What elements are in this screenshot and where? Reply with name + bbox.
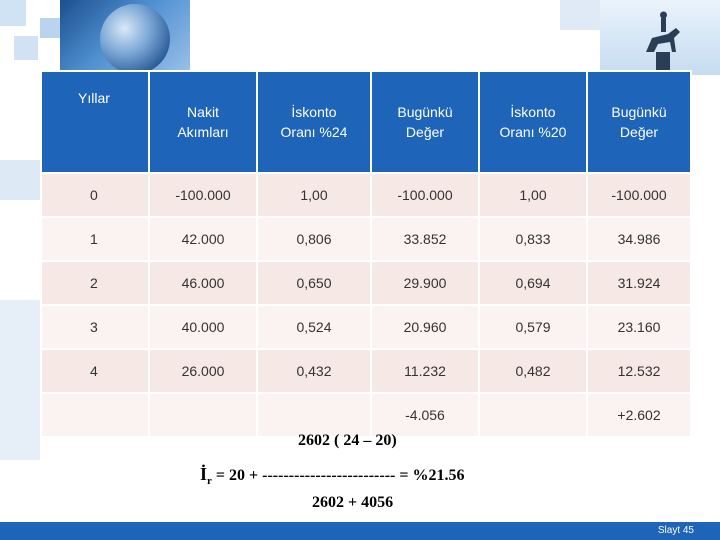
- formula-denominator: 2602 + 4056: [312, 494, 394, 511]
- table-cell: 11.232: [370, 348, 480, 394]
- table-cell: [40, 392, 150, 438]
- total-npv-20: +2.602: [586, 392, 692, 438]
- table-cell: 0,833: [478, 216, 588, 262]
- table-cell: 33.852: [370, 216, 480, 262]
- header-cell-present-value-24: Bugünkü Değer: [370, 70, 480, 174]
- table-cell: [256, 392, 372, 438]
- table-header-row: Yıllar Nakit Akımları İskonto Oranı %24 …: [40, 70, 692, 174]
- table-cell: -100.000: [586, 172, 692, 218]
- decor-square: [0, 300, 40, 460]
- table-total-row: -4.056 +2.602: [40, 392, 692, 438]
- header-statue-image: [600, 0, 720, 75]
- globe-icon: [100, 4, 170, 74]
- table-cell: 4: [40, 348, 150, 394]
- table-cell: 31.924: [586, 260, 692, 306]
- table-cell: -100.000: [370, 172, 480, 218]
- total-npv-24: -4.056: [370, 392, 480, 438]
- table-row: 4 26.000 0,432 11.232 0,482 12.532: [40, 348, 692, 394]
- table-cell: 0,806: [256, 216, 372, 262]
- table-cell: 2: [40, 260, 150, 306]
- table-row: 2 46.000 0,650 29.900 0,694 31.924: [40, 260, 692, 306]
- header-banner-image: [60, 0, 190, 78]
- decor-square: [0, 160, 40, 200]
- header-cell-present-value-20: Bugünkü Değer: [586, 70, 692, 174]
- decor-square: [560, 0, 600, 30]
- table-cell: [478, 392, 588, 438]
- table-cell: 1,00: [478, 172, 588, 218]
- header-cell-discount-24: İskonto Oranı %24: [256, 70, 372, 174]
- table-cell: 1: [40, 216, 150, 262]
- table-row: 3 40.000 0,524 20.960 0,579 23.160: [40, 304, 692, 350]
- header-cell-cash-flows: Nakit Akımları: [148, 70, 258, 174]
- table-cell: 12.532: [586, 348, 692, 394]
- table-cell: 1,00: [256, 172, 372, 218]
- table-cell: 0,650: [256, 260, 372, 306]
- table-cell: 0,524: [256, 304, 372, 350]
- table-row: 1 42.000 0,806 33.852 0,833 34.986: [40, 216, 692, 262]
- table-cell: 42.000: [148, 216, 258, 262]
- equestrian-statue-icon: [646, 11, 680, 70]
- table-cell: 0,432: [256, 348, 372, 394]
- formula-numerator: 2602 ( 24 – 20): [298, 432, 397, 449]
- table-cell: 34.986: [586, 216, 692, 262]
- decor-square: [40, 18, 60, 38]
- table-cell: 0,482: [478, 348, 588, 394]
- table-cell: 20.960: [370, 304, 480, 350]
- formula-symbol: İ: [200, 464, 208, 484]
- table-cell: 0: [40, 172, 150, 218]
- table-cell: [148, 392, 258, 438]
- table-cell: 0,694: [478, 260, 588, 306]
- table-cell: 40.000: [148, 304, 258, 350]
- formula-subscript: r: [207, 475, 212, 488]
- table-cell: 46.000: [148, 260, 258, 306]
- formula-main-line: İr = 20 + ------------------------- = %2…: [200, 464, 464, 487]
- header-cell-discount-20: İskonto Oranı %20: [478, 70, 588, 174]
- table-cell: 0,579: [478, 304, 588, 350]
- table-cell: 23.160: [586, 304, 692, 350]
- cash-flow-table: Yıllar Nakit Akımları İskonto Oranı %24 …: [40, 70, 692, 438]
- formula-rhs: = 20 + ------------------------- = %21.5…: [215, 467, 465, 484]
- decor-square: [0, 0, 26, 26]
- table-row: 0 -100.000 1,00 -100.000 1,00 -100.000: [40, 172, 692, 218]
- footer-bar: Slayt 45: [0, 522, 720, 540]
- table-cell: 29.900: [370, 260, 480, 306]
- table-cell: 3: [40, 304, 150, 350]
- table-cell: -100.000: [148, 172, 258, 218]
- slide-number: Slayt 45: [657, 525, 694, 536]
- decor-square: [14, 36, 38, 60]
- table-cell: 26.000: [148, 348, 258, 394]
- header-cell-years: Yıllar: [40, 70, 150, 174]
